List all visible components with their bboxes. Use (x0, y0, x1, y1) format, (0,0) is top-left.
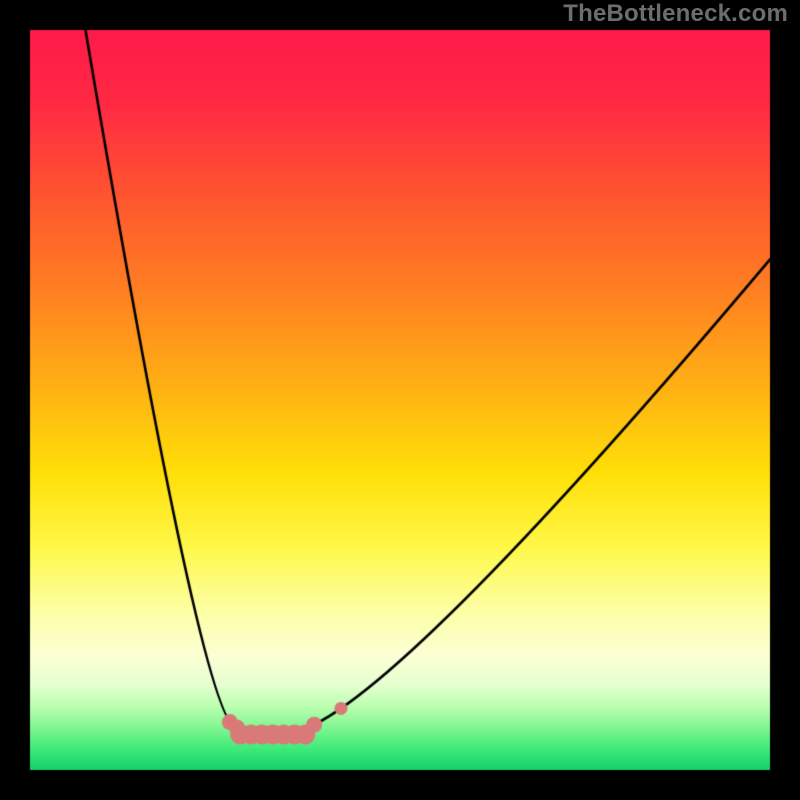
bottleneck-chart (0, 0, 800, 800)
watermark-text: TheBottleneck.com (563, 0, 788, 28)
